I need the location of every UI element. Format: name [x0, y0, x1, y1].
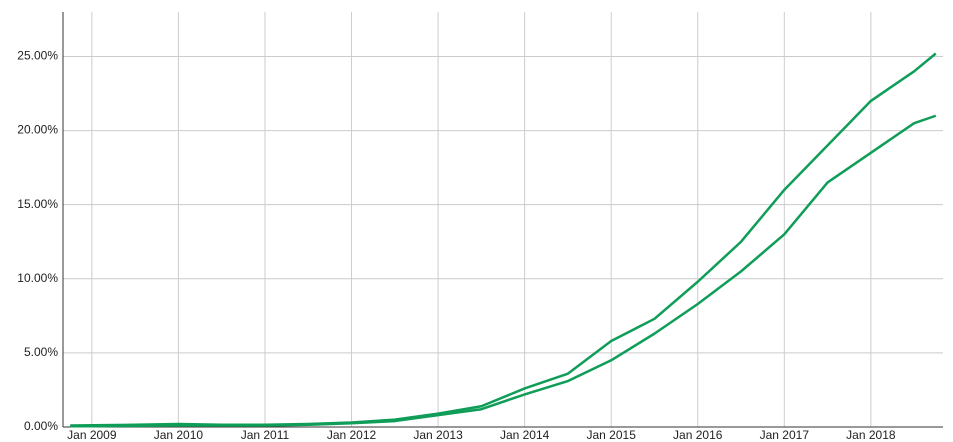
data-line: [70, 114, 937, 428]
x-tick-label: Jan 2014: [500, 428, 550, 442]
x-tick-label: Jan 2009: [67, 428, 117, 442]
x-tick-label: Jan 2010: [154, 428, 204, 442]
data-line: [70, 52, 937, 427]
y-tick-label: 5.00%: [24, 345, 58, 359]
x-tick-label: Jan 2017: [760, 428, 810, 442]
y-tick-label: 15.00%: [17, 197, 58, 211]
x-tick-label: Jan 2018: [846, 428, 896, 442]
x-tick-label: Jan 2012: [327, 428, 377, 442]
x-tick-label: Jan 2013: [413, 428, 463, 442]
y-tick-label: 25.00%: [17, 49, 58, 63]
y-tick-label: 20.00%: [17, 123, 58, 137]
x-tick-label: Jan 2011: [241, 428, 290, 442]
x-tick-label: Jan 2015: [587, 428, 637, 442]
y-tick-label: 0.00%: [24, 419, 58, 433]
x-tick-label: Jan 2016: [673, 428, 723, 442]
y-tick-label: 10.00%: [17, 271, 58, 285]
